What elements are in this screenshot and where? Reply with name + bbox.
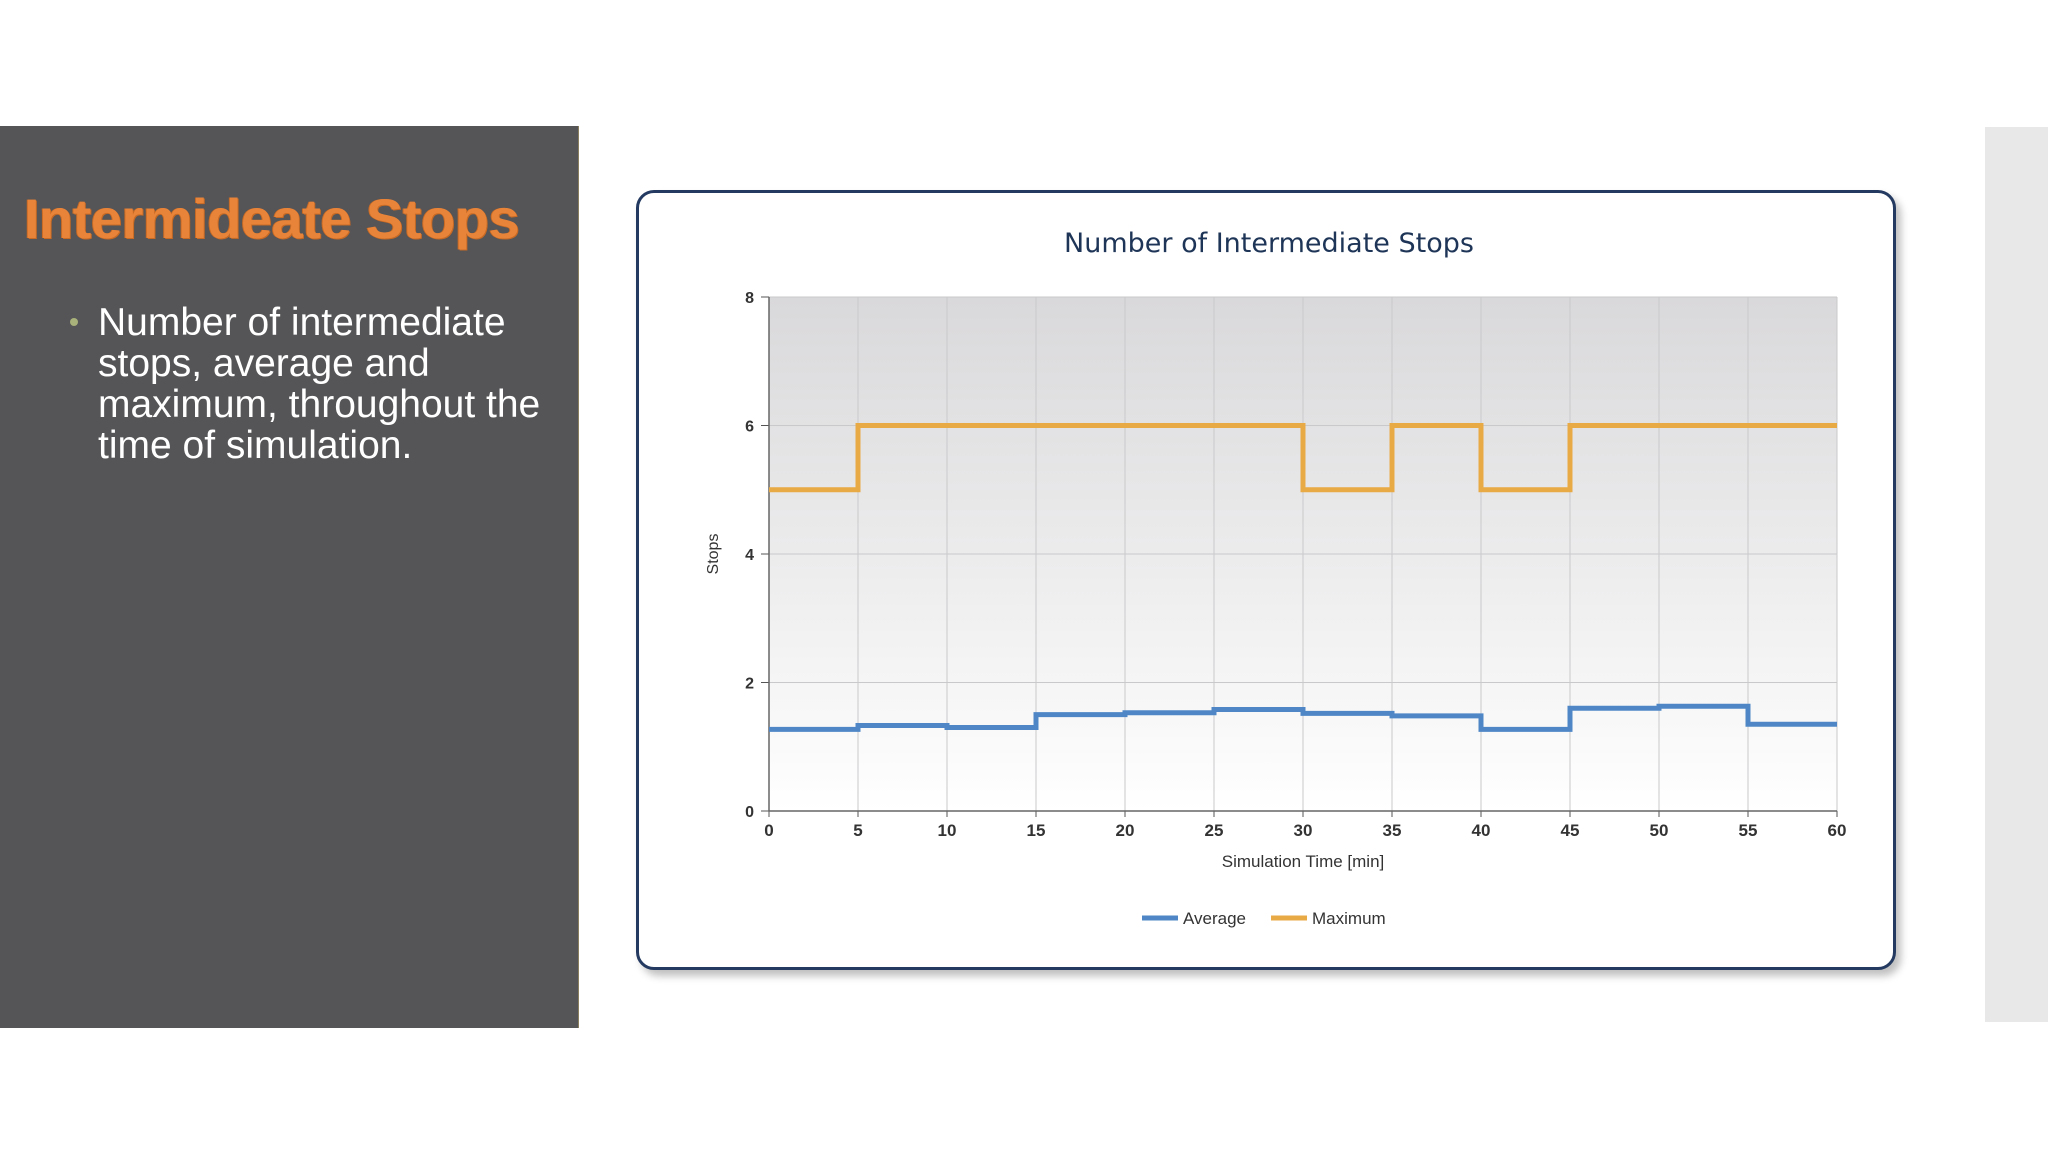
x-tick-label: 0 <box>764 821 773 840</box>
x-tick-label: 5 <box>853 821 862 840</box>
x-tick-label: 30 <box>1294 821 1313 840</box>
x-tick-label: 15 <box>1027 821 1046 840</box>
y-axis-label: Stops <box>705 534 722 575</box>
axes: 0 5 10 15 20 25 30 35 40 45 50 55 60 0 2 4 6 8 <box>745 290 1846 840</box>
series-line-maximum <box>769 423 1837 493</box>
chart-title: Number of Intermediate Stops <box>1064 228 1474 259</box>
slide-title: Intermideate Stops <box>24 187 520 250</box>
y-tick-label: 6 <box>745 419 754 436</box>
y-tick-label: 0 <box>745 804 754 821</box>
x-tick-label: 40 <box>1472 821 1491 840</box>
x-tick-label: 10 <box>938 821 957 840</box>
bullet-text: Number of intermediate stops, average an… <box>98 301 541 467</box>
bullet-dot-icon <box>70 318 78 326</box>
chart-svg: Number of Intermediate Stops 0 5 10 15 20 25 3… <box>705 228 1846 928</box>
legend-label-average: Average <box>1183 909 1246 928</box>
bullet-item: Number of intermediate stops, average an… <box>66 302 556 466</box>
x-tick-label: 20 <box>1116 821 1135 840</box>
right-edge-strip <box>1985 127 2048 1022</box>
x-tick-label: 60 <box>1828 821 1847 840</box>
y-tick-label: 4 <box>745 547 754 564</box>
x-tick-label: 35 <box>1383 821 1402 840</box>
bullet-list: Number of intermediate stops, average an… <box>66 302 556 466</box>
x-tick-label: 50 <box>1650 821 1669 840</box>
y-tick-label: 8 <box>745 290 754 307</box>
series-line-average <box>769 703 1837 732</box>
series-lines <box>769 423 1837 732</box>
legend-label-maximum: Maximum <box>1312 909 1386 928</box>
x-tick-label: 55 <box>1739 821 1758 840</box>
x-tick-label: 45 <box>1561 821 1580 840</box>
side-panel <box>0 126 579 1028</box>
x-tick-label: 25 <box>1205 821 1224 840</box>
x-axis-label: Simulation Time [min] <box>1222 852 1385 871</box>
legend: Average Maximum <box>1142 909 1386 928</box>
y-tick-label: 2 <box>745 676 754 693</box>
chart-card: Number of Intermediate Stops 0 5 10 15 20 25 3… <box>636 190 1896 970</box>
